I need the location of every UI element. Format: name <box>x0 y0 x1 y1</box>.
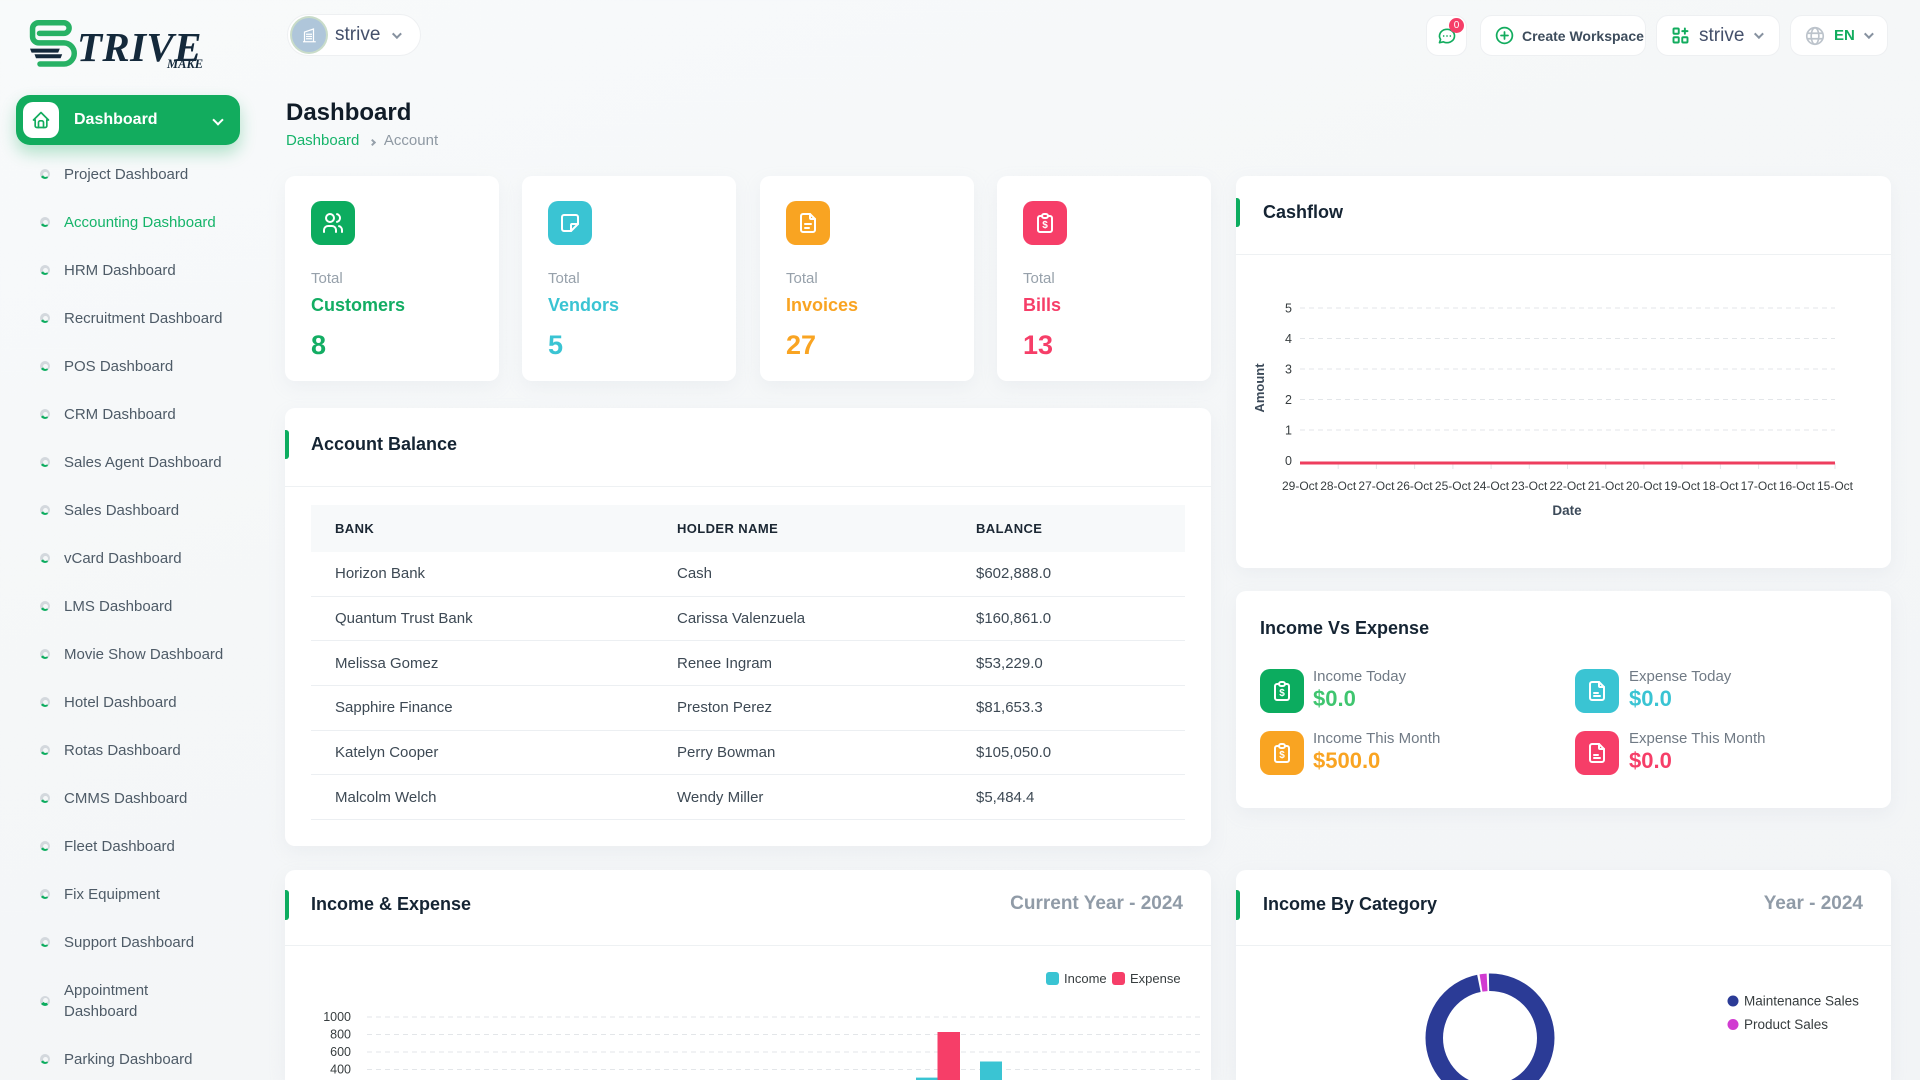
svg-text:19-Oct: 19-Oct <box>1664 479 1701 493</box>
svg-text:28-Oct: 28-Oct <box>1320 479 1357 493</box>
svg-text:26-Oct: 26-Oct <box>1397 479 1434 493</box>
svg-text:1000: 1000 <box>323 1010 351 1024</box>
svg-text:29-Oct: 29-Oct <box>1282 479 1319 493</box>
svg-text:$: $ <box>1042 220 1048 231</box>
svg-text:17-Oct: 17-Oct <box>1741 479 1778 493</box>
svg-text:4: 4 <box>1285 332 1292 346</box>
svg-text:Date: Date <box>1552 503 1582 518</box>
svg-text:0: 0 <box>1285 454 1292 468</box>
svg-text:Income: Income <box>1064 971 1107 986</box>
svg-text:25-Oct: 25-Oct <box>1435 479 1472 493</box>
svg-text:Expense: Expense <box>1130 971 1181 986</box>
svg-text:$: $ <box>1279 750 1285 761</box>
svg-text:18-Oct: 18-Oct <box>1702 479 1739 493</box>
svg-text:27-Oct: 27-Oct <box>1358 479 1395 493</box>
svg-text:Amount: Amount <box>1252 363 1267 413</box>
svg-text:16-Oct: 16-Oct <box>1779 479 1816 493</box>
svg-text:Product Sales: Product Sales <box>1744 1017 1828 1032</box>
svg-text:400: 400 <box>330 1063 351 1077</box>
svg-text:2: 2 <box>1285 393 1292 407</box>
svg-text:23-Oct: 23-Oct <box>1511 479 1548 493</box>
svg-text:TRIVE: TRIVE <box>77 24 203 70</box>
svg-text:3: 3 <box>1285 363 1292 377</box>
svg-text:20-Oct: 20-Oct <box>1626 479 1663 493</box>
svg-text:800: 800 <box>330 1028 351 1042</box>
svg-text:22-Oct: 22-Oct <box>1549 479 1586 493</box>
svg-text:5: 5 <box>1285 302 1292 316</box>
svg-text:1: 1 <box>1285 424 1292 438</box>
svg-text:21-Oct: 21-Oct <box>1588 479 1625 493</box>
svg-text:MAKE: MAKE <box>166 57 203 70</box>
svg-text:$: $ <box>1279 688 1285 699</box>
svg-text:600: 600 <box>330 1045 351 1059</box>
svg-text:15-Oct: 15-Oct <box>1817 479 1854 493</box>
svg-text:Maintenance Sales: Maintenance Sales <box>1744 994 1859 1009</box>
svg-text:24-Oct: 24-Oct <box>1473 479 1510 493</box>
